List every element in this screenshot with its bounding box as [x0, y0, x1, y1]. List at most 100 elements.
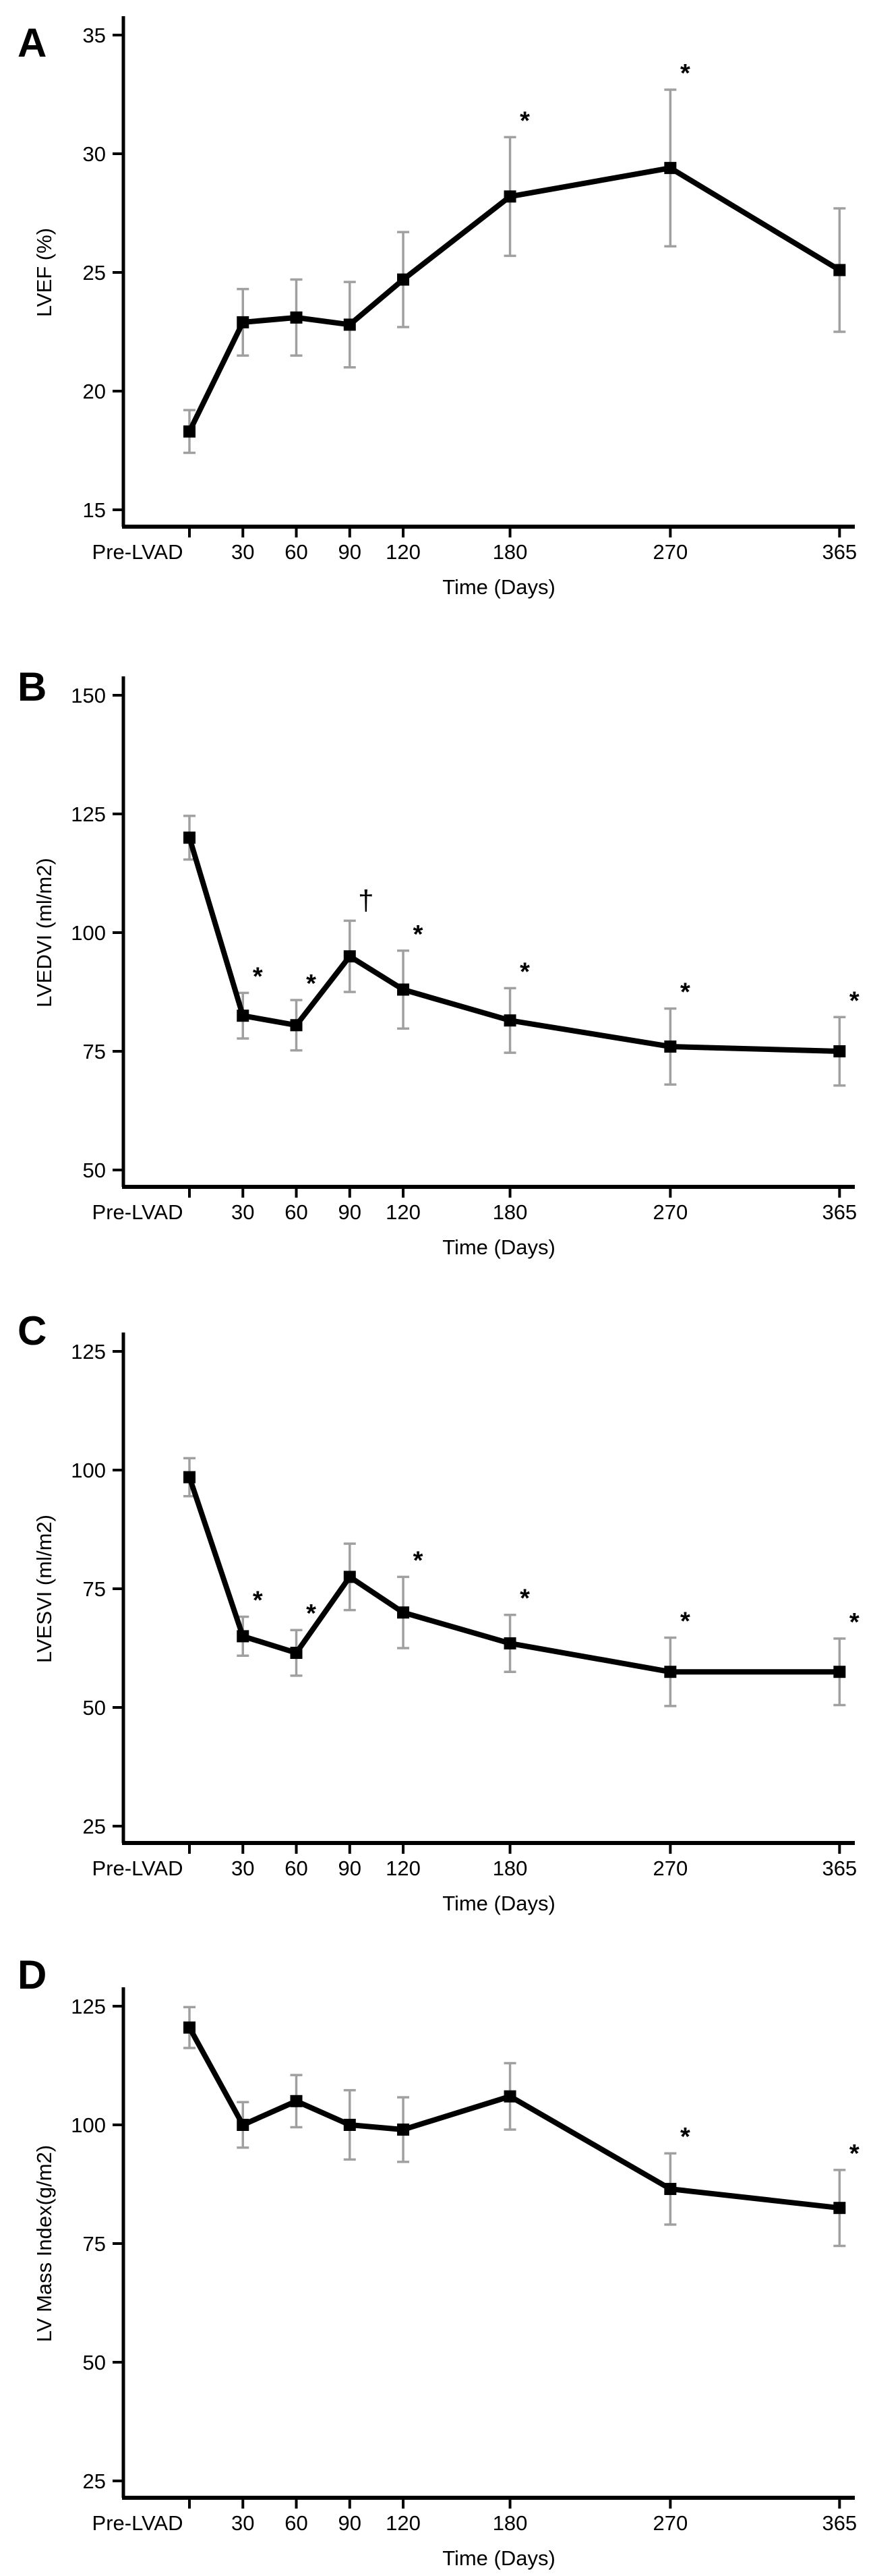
data-point-marker	[504, 1637, 516, 1649]
panel-D-lv-mass-chart: D 125 100 75 50 25 Pre-LVAD 30 60 90 120 180 270 365 T…	[0, 1932, 871, 2576]
y-tick-label: 15	[83, 498, 106, 522]
data-point-marker	[833, 1045, 846, 1057]
y-tick-label: 150	[71, 684, 106, 707]
y-tick-label: 50	[83, 2351, 106, 2374]
x-tick-label: 180	[493, 2511, 528, 2535]
y-tick-label: 50	[83, 1696, 106, 1720]
significance-asterisk: *	[520, 1585, 530, 1613]
panel-letter: C	[18, 1308, 47, 1353]
x-tick-label: 365	[822, 1200, 857, 1224]
x-axis-title: Time (Days)	[442, 575, 555, 599]
significance-dagger: †	[358, 884, 373, 916]
y-tick-label: 75	[83, 2232, 106, 2256]
significance-asterisk: *	[680, 1608, 690, 1636]
y-axis-title: LVEF (%)	[32, 228, 56, 317]
panel-C-lvesvi-chart: C 125 100 75 50 25 Pre-LVAD 30 60 90 120 180 270 365 T…	[0, 1288, 871, 1932]
x-tick-label: 90	[338, 1200, 361, 1224]
data-point-marker	[397, 1606, 410, 1619]
x-tick-label: 60	[284, 1200, 307, 1224]
significance-asterisk: *	[849, 2140, 860, 2168]
x-tick-label: 60	[284, 2511, 307, 2535]
data-point-marker	[290, 2095, 303, 2107]
data-line	[187, 1476, 840, 1675]
data-line	[187, 2026, 840, 2211]
significance-asterisk: *	[849, 1608, 860, 1637]
data-point-marker	[237, 1009, 249, 1022]
x-tick-label: 60	[284, 540, 307, 564]
y-tick-label: 30	[83, 142, 106, 166]
significance-asterisk: *	[306, 1600, 316, 1628]
data-point-marker	[664, 1040, 677, 1053]
panel-B-lvedvi-chart: B 150 125 100 75 50 Pre-LVAD 30 60 90 120 180 270 365…	[0, 644, 871, 1288]
y-tick-label: 50	[83, 1159, 106, 1182]
data-point-marker	[397, 273, 410, 286]
data-point-marker	[237, 316, 249, 328]
data-point-marker	[343, 950, 356, 963]
x-tick-label: Pre-LVAD	[92, 2511, 183, 2535]
data-line	[187, 837, 840, 1054]
data-point-marker	[183, 831, 196, 844]
y-tick-label: 125	[71, 1995, 106, 2018]
chart-svg: B 150 125 100 75 50 Pre-LVAD 30 60 90 120 180 270 365…	[18, 664, 860, 1259]
data-point-marker	[397, 2124, 410, 2136]
y-tick-label: 100	[71, 2113, 106, 2137]
y-tick-label: 20	[83, 380, 106, 403]
panel-letter: A	[18, 20, 47, 65]
y-tick-label: 35	[83, 24, 106, 47]
data-point-marker	[343, 1571, 356, 1583]
x-tick-label: 365	[822, 1856, 857, 1880]
data-point-marker	[183, 2021, 196, 2034]
chart-svg: D 125 100 75 50 25 Pre-LVAD 30 60 90 120 180 270 365 T…	[18, 1952, 860, 2570]
y-tick-label: 125	[71, 802, 106, 826]
y-tick-label: 25	[83, 261, 106, 285]
data-point-marker	[290, 1647, 303, 1660]
y-tick-label: 75	[83, 1577, 106, 1601]
data-line	[187, 165, 841, 433]
x-tick-label: Pre-LVAD	[92, 540, 183, 564]
significance-asterisk: *	[520, 958, 530, 986]
data-point-marker	[833, 1666, 846, 1678]
panel-A-lvef-chart: A 35 30 25 20 15 Pre-LVAD 30 60 90 120 180 270 365 Tim…	[0, 0, 871, 644]
x-tick-label: 270	[653, 1200, 688, 1224]
x-axis-title: Time (Days)	[442, 1235, 555, 1259]
y-tick-label: 25	[83, 2469, 106, 2493]
data-point-marker	[504, 1014, 516, 1027]
x-tick-label: 180	[493, 1856, 528, 1880]
x-tick-label: 270	[653, 2511, 688, 2535]
data-point-marker	[183, 425, 196, 438]
data-point-marker	[664, 1666, 677, 1678]
x-tick-label: 60	[284, 1856, 307, 1880]
x-tick-label: 90	[338, 1856, 361, 1880]
x-axis-title: Time (Days)	[442, 1892, 555, 1915]
x-tick-label: 270	[653, 1856, 688, 1880]
x-tick-label: 365	[822, 540, 857, 564]
y-tick-label: 75	[83, 1040, 106, 1063]
significance-asterisk: *	[253, 1587, 263, 1615]
y-axis-title: LV Mass Index(g/m2)	[32, 2145, 56, 2342]
x-tick-label: 30	[231, 1856, 254, 1880]
significance-asterisk: *	[306, 970, 316, 998]
data-point-marker	[290, 311, 303, 324]
chart-svg: A 35 30 25 20 15 Pre-LVAD 30 60 90 120 180 270 365 Tim…	[18, 16, 857, 599]
chart-svg: C 125 100 75 50 25 Pre-LVAD 30 60 90 120 180 270 365 T…	[18, 1308, 860, 1915]
panel-letter: B	[18, 664, 47, 709]
data-point-marker	[237, 2119, 249, 2131]
y-tick-label: 25	[83, 1815, 106, 1838]
x-tick-label: 365	[822, 2511, 857, 2535]
data-point-marker	[343, 318, 356, 331]
x-tick-label: 120	[386, 1200, 421, 1224]
x-tick-label: 120	[386, 540, 421, 564]
x-tick-label: 30	[231, 540, 254, 564]
data-point-marker	[183, 1471, 196, 1484]
significance-asterisk: *	[253, 962, 263, 991]
y-tick-label: 125	[71, 1340, 106, 1364]
data-point-marker	[504, 190, 516, 203]
data-point-marker	[343, 2119, 356, 2131]
x-tick-label: 180	[493, 540, 528, 564]
x-tick-label: 270	[653, 540, 688, 564]
y-axis-title: LVESVI (ml/m2)	[32, 1515, 56, 1663]
y-tick-label: 100	[71, 921, 106, 945]
significance-asterisk: *	[413, 920, 423, 949]
data-point-marker	[833, 264, 846, 276]
